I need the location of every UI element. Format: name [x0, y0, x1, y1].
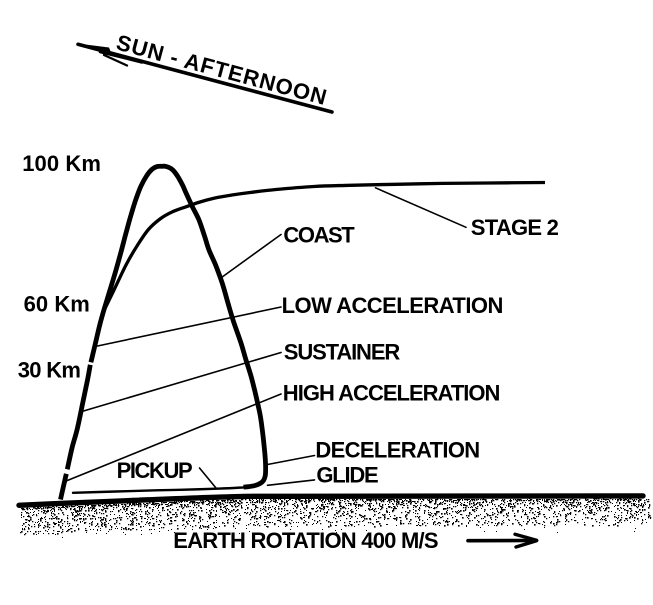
svg-text:DECELERATION: DECELERATION — [315, 438, 479, 463]
svg-text:COAST: COAST — [283, 223, 355, 248]
svg-text:STAGE 2: STAGE 2 — [471, 215, 559, 240]
svg-text:30 Km: 30 Km — [18, 358, 81, 383]
svg-text:GLIDE: GLIDE — [316, 463, 378, 488]
svg-text:LOW ACCELERATION: LOW ACCELERATION — [282, 293, 503, 318]
svg-text:EARTH ROTATION 400 M/S: EARTH ROTATION 400 M/S — [173, 528, 438, 553]
svg-text:60 Km: 60 Km — [24, 291, 90, 316]
svg-text:100 Km: 100 Km — [22, 151, 101, 176]
svg-text:PICKUP: PICKUP — [117, 458, 192, 483]
svg-text:HIGH ACCELERATION: HIGH ACCELERATION — [283, 381, 500, 406]
svg-text:SUSTAINER: SUSTAINER — [284, 340, 401, 365]
